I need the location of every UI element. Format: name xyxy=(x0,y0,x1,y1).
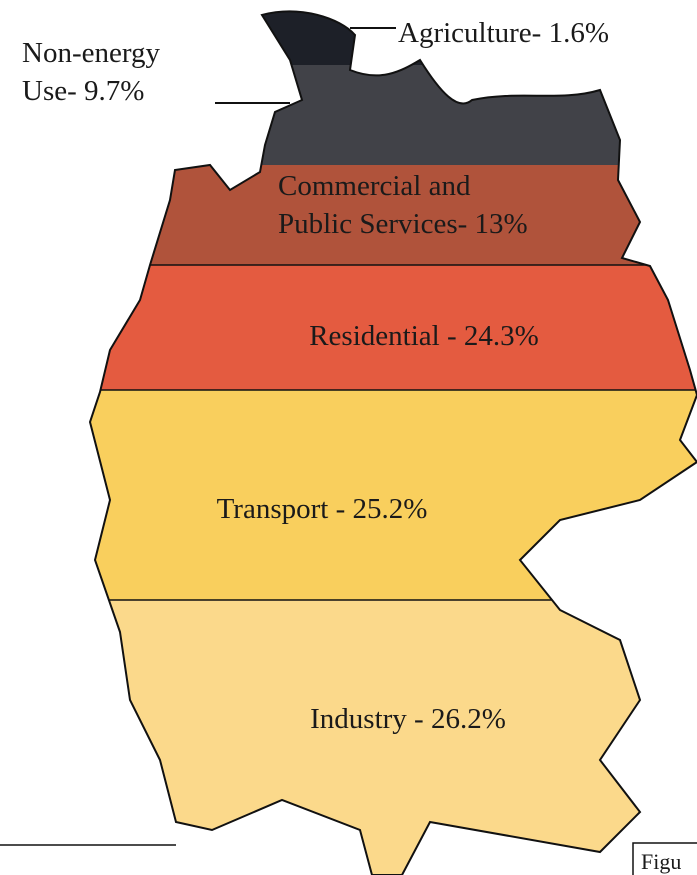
band xyxy=(90,165,697,265)
value-label: Commercial and Public Services- 13% xyxy=(278,170,528,240)
value-label: Industry - 26.2% xyxy=(310,703,506,735)
band xyxy=(90,265,697,390)
value-label: Transport - 25.2% xyxy=(217,493,428,525)
value-label: Agriculture- 1.6% xyxy=(398,17,609,49)
value-label: Non-energy Use- 9.7% xyxy=(22,37,160,107)
labels: Agriculture- 1.6% Non-energy Use- 9.7% Comm… xyxy=(22,17,609,735)
value-label: Residential - 24.3% xyxy=(309,320,539,352)
band xyxy=(90,600,697,875)
caption-box xyxy=(632,842,697,875)
caption: Figu xyxy=(641,849,681,874)
